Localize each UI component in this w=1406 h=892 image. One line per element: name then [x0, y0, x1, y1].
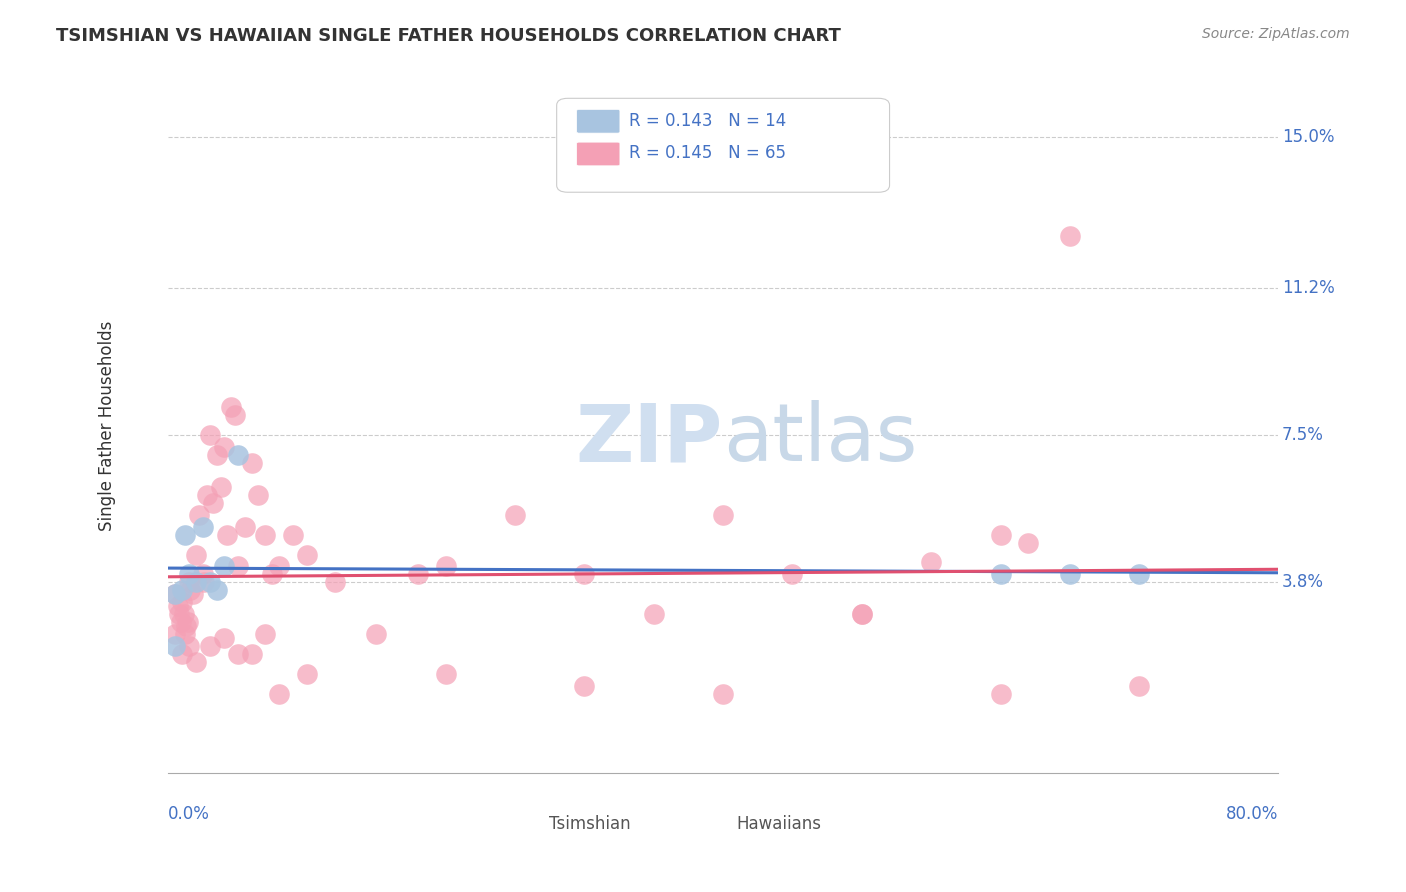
Point [195, 488, 218, 502]
Text: atlas: atlas [723, 401, 918, 478]
Text: Hawaiians: Hawaiians [737, 815, 821, 833]
Point [574, 567, 596, 582]
Point [209, 480, 232, 494]
Point [711, 687, 734, 701]
Point [191, 519, 214, 533]
Point [201, 496, 224, 510]
Text: Tsimshian: Tsimshian [550, 815, 631, 833]
Point [643, 607, 665, 622]
Point [226, 448, 249, 462]
Point [172, 647, 194, 661]
Point [574, 679, 596, 693]
Point [240, 647, 263, 661]
FancyBboxPatch shape [693, 809, 728, 827]
Point [226, 559, 249, 574]
Point [240, 456, 263, 470]
Point [711, 508, 734, 522]
Point [184, 548, 207, 562]
Point [165, 587, 187, 601]
Text: ZIP: ZIP [576, 401, 723, 478]
Point [295, 548, 318, 562]
Point [1128, 567, 1150, 582]
Point [176, 619, 198, 633]
Point [226, 647, 249, 661]
Point [172, 583, 194, 598]
Point [198, 575, 221, 590]
Point [212, 559, 235, 574]
Point [434, 666, 457, 681]
Point [323, 575, 346, 590]
Point [782, 567, 804, 582]
Point [503, 508, 526, 522]
Point [269, 687, 291, 701]
Point [177, 615, 200, 629]
Point [851, 607, 873, 622]
Point [254, 627, 277, 641]
Text: 3.8%: 3.8% [1282, 574, 1324, 591]
Point [219, 401, 242, 415]
Point [1059, 229, 1081, 244]
Point [191, 567, 214, 582]
Point [165, 587, 187, 601]
Point [198, 639, 221, 653]
Point [177, 639, 200, 653]
Point [172, 595, 194, 609]
Point [434, 559, 457, 574]
Point [169, 607, 191, 622]
Text: 15.0%: 15.0% [1282, 128, 1334, 146]
Text: 7.5%: 7.5% [1282, 426, 1324, 444]
Point [205, 448, 228, 462]
Point [254, 527, 277, 541]
Text: R = 0.145   N = 65: R = 0.145 N = 65 [628, 145, 786, 162]
Point [406, 567, 429, 582]
Point [170, 615, 193, 629]
FancyBboxPatch shape [576, 110, 620, 133]
Point [990, 687, 1012, 701]
Text: 80.0%: 80.0% [1226, 805, 1278, 823]
Point [193, 575, 215, 590]
Point [295, 666, 318, 681]
Point [177, 575, 200, 590]
Point [1017, 535, 1039, 549]
Point [269, 559, 291, 574]
Point [174, 627, 197, 641]
Point [179, 583, 201, 598]
Point [177, 567, 200, 582]
Text: 0.0%: 0.0% [169, 805, 209, 823]
Point [224, 409, 246, 423]
Point [198, 428, 221, 442]
Point [174, 527, 197, 541]
Point [167, 599, 190, 614]
Point [990, 527, 1012, 541]
Point [990, 567, 1012, 582]
Point [165, 639, 187, 653]
Point [920, 556, 942, 570]
Text: 11.2%: 11.2% [1282, 279, 1334, 297]
Point [187, 508, 209, 522]
Point [366, 627, 388, 641]
Point [165, 627, 187, 641]
Text: Single Father Households: Single Father Households [98, 320, 117, 531]
Point [262, 567, 284, 582]
FancyBboxPatch shape [576, 142, 620, 166]
Point [184, 575, 207, 590]
Point [233, 519, 256, 533]
Point [851, 607, 873, 622]
Point [247, 488, 270, 502]
Point [1059, 567, 1081, 582]
FancyBboxPatch shape [557, 98, 890, 193]
Point [215, 527, 238, 541]
Point [205, 583, 228, 598]
Point [184, 655, 207, 669]
FancyBboxPatch shape [510, 809, 546, 827]
Point [212, 440, 235, 454]
Text: Source: ZipAtlas.com: Source: ZipAtlas.com [1202, 27, 1350, 41]
Point [212, 631, 235, 645]
Point [181, 587, 204, 601]
Text: TSIMSHIAN VS HAWAIIAN SINGLE FATHER HOUSEHOLDS CORRELATION CHART: TSIMSHIAN VS HAWAIIAN SINGLE FATHER HOUS… [56, 27, 841, 45]
Point [1128, 679, 1150, 693]
Point [173, 607, 195, 622]
Text: R = 0.143   N = 14: R = 0.143 N = 14 [628, 112, 786, 129]
Point [281, 527, 304, 541]
